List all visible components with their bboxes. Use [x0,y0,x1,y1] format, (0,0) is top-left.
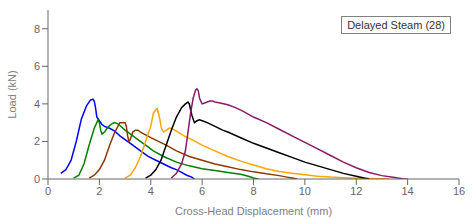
svg-text:Cross-Head Displacement (mm): Cross-Head Displacement (mm) [175,205,332,217]
svg-text:0: 0 [34,173,40,185]
svg-text:12: 12 [350,185,362,197]
html-text:Delayed Steam (28): Delayed Steam (28) [347,19,445,31]
svg-text:14: 14 [402,185,414,197]
svg-text:2: 2 [96,185,102,197]
svg-text:2: 2 [34,135,40,147]
svg-text:8: 8 [34,23,40,35]
svg-text:6: 6 [34,60,40,72]
svg-text:4: 4 [34,98,40,110]
svg-text:4: 4 [148,185,154,197]
svg-text:16: 16 [453,185,465,197]
svg-text:Load (kN): Load (kN) [8,70,18,118]
svg-text:8: 8 [250,185,256,197]
svg-text:0: 0 [45,185,51,197]
svg-text:6: 6 [199,185,205,197]
svg-text:10: 10 [299,185,311,197]
